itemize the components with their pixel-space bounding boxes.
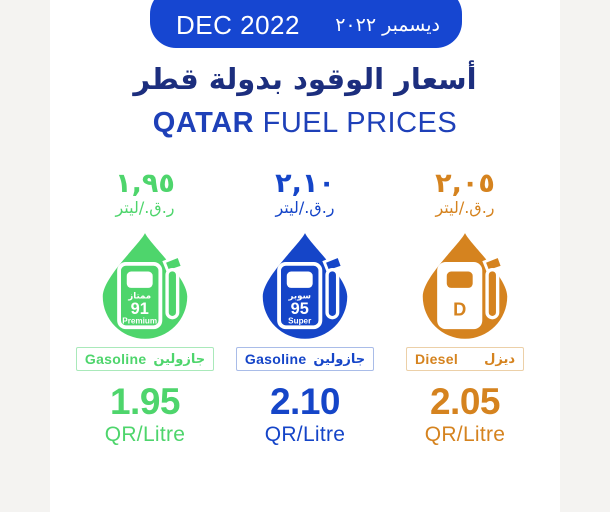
date-english: DEC 2022 <box>176 9 300 40</box>
date-banner: DEC 2022 ديسمبر ٢٠٢٢ <box>150 0 462 48</box>
pump-grade-arabic: ممتاز <box>127 292 151 302</box>
pump-grade-english: Super <box>288 317 312 326</box>
unit-english: QR/Litre <box>104 423 186 447</box>
price-arabic: ٢,٠٥ <box>435 168 495 199</box>
fuel-type-arabic: ديزل <box>484 351 515 367</box>
price-arabic: ٢,١٠ <box>275 168 335 199</box>
fuel-column-diesel: ٢,٠٥ ر.ق./ليتر D Diesel ديزل 2.05 QR/Lit… <box>385 168 545 447</box>
pump-grade-english: Premium <box>122 317 157 326</box>
unit-arabic: ر.ق./ليتر <box>435 198 495 218</box>
fuel-type-label: Gasoline جازولين <box>235 347 375 372</box>
fuel-type-english: Gasoline <box>84 351 147 368</box>
fuel-drop-pump-icon: سوبر 95 Super <box>262 233 348 340</box>
fuel-type-english: Diesel <box>415 351 459 368</box>
fuel-drop-pump-icon: ممتاز 91 Premium <box>102 233 188 340</box>
left-margin-strip <box>0 0 50 512</box>
right-margin-strip <box>560 0 610 512</box>
title-english-bold: QATAR <box>152 107 255 139</box>
title-english: QATAR FUEL PRICES <box>0 107 610 140</box>
fuel-type-english: Gasoline <box>244 351 307 368</box>
price-english: 2.05 <box>429 381 501 423</box>
fuel-type-label: Gasoline جازولين <box>75 347 215 372</box>
fuel-columns: ١,٩٥ ر.ق./ليتر ممتاز 91 Premium Gasoline… <box>65 168 545 447</box>
pump-grade-letter: D <box>453 299 466 320</box>
unit-arabic: ر.ق./ليتر <box>275 198 335 218</box>
pump-grade-arabic: سوبر <box>287 292 311 302</box>
fuel-type-arabic: جازولين <box>313 351 366 367</box>
price-arabic: ١,٩٥ <box>115 168 175 199</box>
pump-grade-number: 91 <box>131 300 149 318</box>
fuel-drop-pump-icon: D <box>422 233 508 340</box>
unit-english: QR/Litre <box>264 423 346 447</box>
fuel-column-premium-91: ١,٩٥ ر.ق./ليتر ممتاز 91 Premium Gasoline… <box>65 168 225 447</box>
title-arabic: أسعار الوقود بدولة قطر <box>133 62 477 96</box>
unit-english: QR/Litre <box>424 423 506 447</box>
title-english-light: FUEL PRICES <box>254 107 458 139</box>
fuel-column-super-95: ٢,١٠ ر.ق./ليتر سوبر 95 Super Gasoline جا… <box>225 168 385 447</box>
date-arabic: ديسمبر ٢٠٢٢ <box>335 14 440 36</box>
price-english: 2.10 <box>269 381 341 423</box>
fuel-type-arabic: جازولين <box>153 351 206 367</box>
pump-grade-number: 95 <box>291 300 309 318</box>
price-english: 1.95 <box>109 381 181 423</box>
unit-arabic: ر.ق./ليتر <box>115 198 175 218</box>
fuel-type-label: Diesel ديزل <box>406 347 524 372</box>
